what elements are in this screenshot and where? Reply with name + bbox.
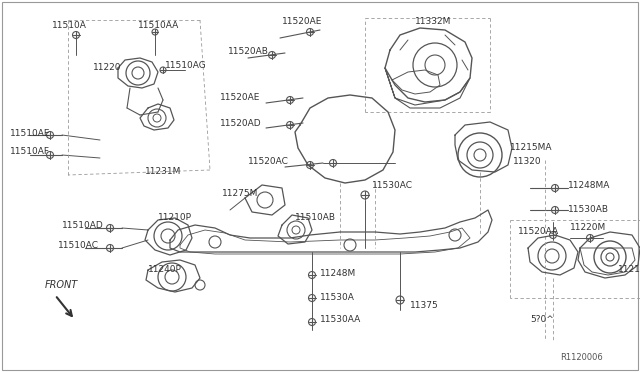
Text: 11510AG: 11510AG — [165, 61, 207, 70]
Text: 11520AD: 11520AD — [220, 119, 262, 128]
Text: 11510AD: 11510AD — [62, 221, 104, 230]
Text: 11510A: 11510A — [52, 20, 87, 29]
Text: 11530AC: 11530AC — [372, 180, 413, 189]
Text: 11520AB: 11520AB — [228, 48, 269, 57]
Text: 11275M: 11275M — [222, 189, 259, 198]
Text: FRONT: FRONT — [45, 280, 78, 290]
Text: 11510AC: 11510AC — [58, 241, 99, 250]
Text: 11520AE: 11520AE — [220, 93, 260, 103]
Text: 11510AF: 11510AF — [10, 148, 50, 157]
Text: 11530AB: 11530AB — [568, 205, 609, 215]
Text: 11510AB: 11510AB — [295, 214, 336, 222]
Text: 11231M: 11231M — [145, 167, 181, 176]
Text: 11520AC: 11520AC — [248, 157, 289, 167]
Text: 11210P: 11210P — [158, 214, 192, 222]
Text: 11240P: 11240P — [148, 266, 182, 275]
Text: 11215M: 11215M — [618, 266, 640, 275]
Text: 11375: 11375 — [410, 301, 439, 310]
Text: 11248MA: 11248MA — [568, 182, 611, 190]
Text: 11220: 11220 — [93, 64, 122, 73]
Text: 11510AE: 11510AE — [10, 128, 51, 138]
Text: 11520AE: 11520AE — [282, 17, 323, 26]
Text: 5?0^: 5?0^ — [530, 315, 554, 324]
Text: 11530A: 11530A — [320, 292, 355, 301]
Text: 11520AA: 11520AA — [518, 228, 559, 237]
Text: 11530AA: 11530AA — [320, 315, 361, 324]
Text: 11510AA: 11510AA — [138, 20, 179, 29]
Text: 11320: 11320 — [513, 157, 541, 167]
Text: 11248M: 11248M — [320, 269, 356, 279]
Text: 11215MA: 11215MA — [510, 144, 552, 153]
Text: 11332M: 11332M — [415, 17, 451, 26]
Text: 11220M: 11220M — [570, 224, 606, 232]
Text: R1120006: R1120006 — [560, 353, 603, 362]
